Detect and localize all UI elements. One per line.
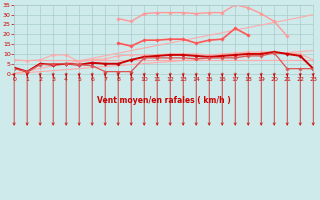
X-axis label: Vent moyen/en rafales ( km/h ): Vent moyen/en rafales ( km/h ) bbox=[97, 96, 230, 105]
